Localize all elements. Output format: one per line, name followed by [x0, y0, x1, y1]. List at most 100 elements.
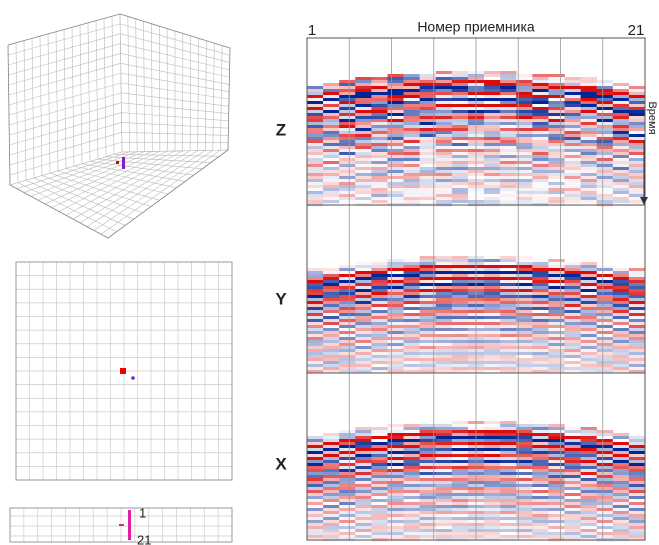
trace-cell [404, 146, 420, 149]
trace-cell [484, 361, 500, 364]
trace-cell [516, 268, 532, 271]
trace-cell [565, 274, 581, 277]
trace-cell [339, 289, 355, 292]
trace-cell [436, 472, 452, 475]
trace-cell [500, 71, 516, 74]
trace-cell [339, 313, 355, 316]
trace-cell [339, 110, 355, 113]
trace-cell [387, 484, 403, 487]
trace-cell [452, 173, 468, 176]
trace-cell [371, 113, 387, 116]
trace-cell [404, 433, 420, 436]
trace-cell [581, 131, 597, 134]
trace-cell [581, 119, 597, 122]
trace-cell [307, 367, 323, 370]
trace-cell [371, 463, 387, 466]
trace-cell [484, 143, 500, 146]
trace-cell [597, 352, 613, 355]
trace-cell [339, 310, 355, 313]
trace-cell [597, 200, 613, 203]
trace-cell [532, 346, 548, 349]
trace-cell [500, 334, 516, 337]
trace-cell [339, 292, 355, 295]
trace-cell [404, 128, 420, 131]
trace-cell [307, 173, 323, 176]
trace-cell [404, 508, 420, 511]
trace-cell [548, 170, 564, 173]
trace-cell [323, 442, 339, 445]
trace-cell [404, 119, 420, 122]
trace-cell [339, 454, 355, 457]
trace-cell [565, 265, 581, 268]
trace-cell [404, 301, 420, 304]
trace-cell [613, 493, 629, 496]
trace-cell [339, 490, 355, 493]
trace-cell [532, 331, 548, 334]
trace-cell [339, 146, 355, 149]
trace-cell [452, 298, 468, 301]
trace-cell [387, 274, 403, 277]
trace-cell [387, 508, 403, 511]
trace-cell [565, 176, 581, 179]
trace-cell [323, 325, 339, 328]
trace-cell [452, 487, 468, 490]
trace-cell [371, 454, 387, 457]
trace-cell [404, 116, 420, 119]
trace-cell [548, 298, 564, 301]
trace-cell [436, 125, 452, 128]
trace-cell [597, 304, 613, 307]
trace-cell [565, 89, 581, 92]
trace-cell [307, 89, 323, 92]
trace-cell [404, 460, 420, 463]
trace-cell [404, 469, 420, 472]
trace-cell [339, 80, 355, 83]
trace-cell [516, 427, 532, 430]
trace-cell [452, 152, 468, 155]
trace-cell [436, 283, 452, 286]
trace-cell [516, 131, 532, 134]
trace-cell [500, 274, 516, 277]
trace-cell [371, 466, 387, 469]
trace-cell [597, 173, 613, 176]
receivers [131, 376, 135, 380]
trace-cell [307, 167, 323, 170]
trace-cell [387, 125, 403, 128]
trace-cell [387, 289, 403, 292]
trace-cell [387, 164, 403, 167]
trace-cell [323, 197, 339, 200]
trace-cell [500, 176, 516, 179]
trace-cell [581, 451, 597, 454]
trace-cell [581, 427, 597, 430]
trace-cell [548, 463, 564, 466]
trace-cell [339, 301, 355, 304]
trace-cell [307, 200, 323, 203]
trace-cell [452, 149, 468, 152]
trace-cell [484, 529, 500, 532]
trace-cell [565, 355, 581, 358]
trace-cell [436, 271, 452, 274]
trace-cell [484, 256, 500, 259]
trace-cell [323, 514, 339, 517]
trace-cell [629, 472, 645, 475]
trace-cell [516, 152, 532, 155]
trace-cell [355, 436, 371, 439]
trace-cell [436, 535, 452, 538]
trace-cell [355, 430, 371, 433]
trace-cell [307, 131, 323, 134]
trace-cell [581, 535, 597, 538]
trace-cell [355, 514, 371, 517]
trace-cell [404, 322, 420, 325]
panel-label: Y [275, 289, 287, 308]
trace-cell [597, 188, 613, 191]
trace-cell [404, 448, 420, 451]
trace-cell [532, 80, 548, 83]
trace-cell [355, 200, 371, 203]
trace-cell [532, 92, 548, 95]
trace-cell [597, 152, 613, 155]
trace-cell [323, 131, 339, 134]
trace-cell [516, 274, 532, 277]
trace-cell [452, 131, 468, 134]
trace-cell [548, 176, 564, 179]
trace-cell [532, 511, 548, 514]
trace-cell [500, 511, 516, 514]
